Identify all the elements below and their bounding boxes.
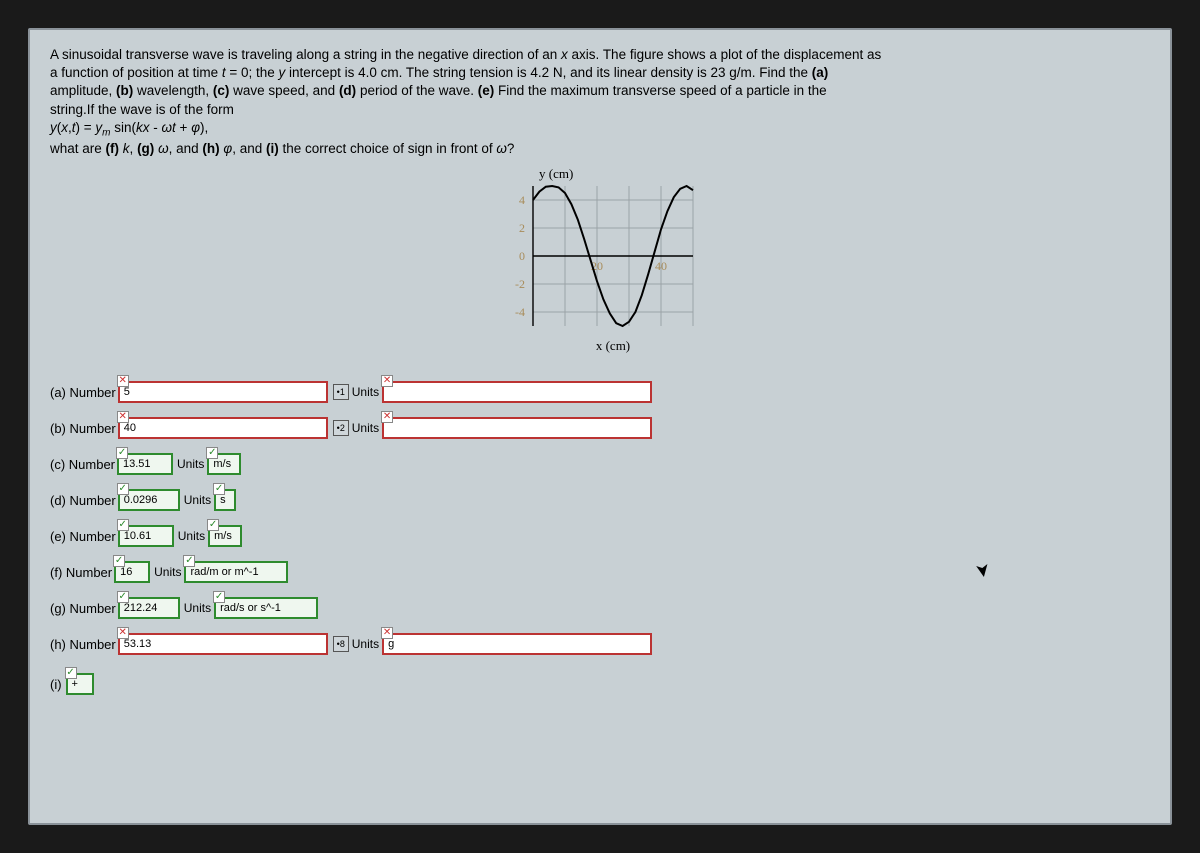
- number-input-c[interactable]: ✓ 13.51: [117, 453, 173, 475]
- wrong-icon: ✕: [381, 411, 393, 423]
- svg-text:2: 2: [519, 221, 525, 235]
- answer-row-b: (b) Number ✕ 40 •2 Units ✕: [50, 412, 1150, 444]
- problem-statement: A sinusoidal transverse wave is travelin…: [50, 46, 1150, 158]
- units-label: Units: [184, 601, 211, 615]
- units-label: Units: [352, 637, 379, 651]
- units-label: Units: [177, 457, 204, 471]
- correct-icon: ✓: [65, 667, 77, 679]
- units-select-b[interactable]: ✕: [382, 417, 652, 439]
- answers-block: (a) Number ✕ 5 •1 Units ✕ (b) Number ✕ 4…: [50, 376, 1150, 700]
- correct-icon: ✓: [213, 483, 225, 495]
- attempt-badge: •8: [333, 636, 349, 652]
- answer-row-h: (h) Number ✕ 53.13 •8 Units ✕ g: [50, 628, 1150, 660]
- number-input-e[interactable]: ✓ 10.61: [118, 525, 174, 547]
- units-select-f[interactable]: ✓ rad/m or m^-1: [184, 561, 288, 583]
- wrong-icon: ✕: [381, 375, 393, 387]
- svg-text:40: 40: [655, 259, 667, 273]
- correct-icon: ✓: [113, 555, 125, 567]
- answer-label: (c) Number: [50, 457, 115, 472]
- units-select-a[interactable]: ✕: [382, 381, 652, 403]
- correct-icon: ✓: [117, 483, 129, 495]
- units-select-c[interactable]: ✓ m/s: [207, 453, 241, 475]
- svg-text:-4: -4: [515, 305, 525, 319]
- answer-label: (f) Number: [50, 565, 112, 580]
- units-select-g[interactable]: ✓ rad/s or s^-1: [214, 597, 318, 619]
- number-input-g[interactable]: ✓ 212.24: [118, 597, 180, 619]
- svg-text:4: 4: [519, 193, 525, 207]
- answer-row-f: (f) Number ✓ 16 Units ✓ rad/m or m^-1: [50, 556, 1150, 588]
- wrong-icon: ✕: [117, 627, 129, 639]
- answer-row-c: (c) Number ✓ 13.51 Units ✓ m/s: [50, 448, 1150, 480]
- svg-text:0: 0: [519, 249, 525, 263]
- problem-line: what are (f) k, (g) ω, and (h) φ, and (i…: [50, 140, 1150, 158]
- sign-select-i[interactable]: ✓ +: [66, 673, 94, 695]
- attempt-badge: •1: [333, 384, 349, 400]
- problem-line: y(x,t) = ym sin(kx - ωt + φ),: [50, 119, 1150, 140]
- correct-icon: ✓: [117, 519, 129, 531]
- answer-row-e: (e) Number ✓ 10.61 Units ✓ m/s: [50, 520, 1150, 552]
- problem-line: string.If the wave is of the form: [50, 101, 1150, 119]
- number-input-b[interactable]: ✕ 40: [118, 417, 328, 439]
- wrong-icon: ✕: [117, 411, 129, 423]
- svg-text:x (cm): x (cm): [596, 338, 630, 353]
- units-select-h[interactable]: ✕ g: [382, 633, 652, 655]
- answer-row-g: (g) Number ✓ 212.24 Units ✓ rad/s or s^-…: [50, 592, 1150, 624]
- answer-label: (i): [50, 677, 62, 692]
- units-label: Units: [178, 529, 205, 543]
- correct-icon: ✓: [213, 591, 225, 603]
- correct-icon: ✓: [206, 447, 218, 459]
- units-label: Units: [184, 493, 211, 507]
- problem-line: a function of position at time t = 0; th…: [50, 64, 1150, 82]
- units-select-e[interactable]: ✓ m/s: [208, 525, 242, 547]
- correct-icon: ✓: [207, 519, 219, 531]
- units-select-d[interactable]: ✓ s: [214, 489, 236, 511]
- answer-label: (a) Number: [50, 385, 116, 400]
- answer-label: (d) Number: [50, 493, 116, 508]
- number-input-d[interactable]: ✓ 0.0296: [118, 489, 180, 511]
- answer-label: (e) Number: [50, 529, 116, 544]
- units-label: Units: [154, 565, 181, 579]
- units-label: Units: [352, 385, 379, 399]
- answer-label: (h) Number: [50, 637, 116, 652]
- answer-row-a: (a) Number ✕ 5 •1 Units ✕: [50, 376, 1150, 408]
- question-panel: A sinusoidal transverse wave is travelin…: [28, 28, 1172, 825]
- wrong-icon: ✕: [381, 627, 393, 639]
- figure-container: 420-2-42040y (cm)x (cm): [50, 164, 1150, 354]
- answer-row-i: (i) ✓ +: [50, 668, 1150, 700]
- answer-row-d: (d) Number ✓ 0.0296 Units ✓ s: [50, 484, 1150, 516]
- correct-icon: ✓: [117, 591, 129, 603]
- number-input-f[interactable]: ✓ 16: [114, 561, 150, 583]
- answer-label: (b) Number: [50, 421, 116, 436]
- correct-icon: ✓: [116, 447, 128, 459]
- wave-plot: 420-2-42040y (cm)x (cm): [495, 164, 705, 354]
- units-label: Units: [352, 421, 379, 435]
- attempt-badge: •2: [333, 420, 349, 436]
- svg-text:-2: -2: [515, 277, 525, 291]
- answer-label: (g) Number: [50, 601, 116, 616]
- number-input-h[interactable]: ✕ 53.13: [118, 633, 328, 655]
- problem-line: A sinusoidal transverse wave is travelin…: [50, 46, 1150, 64]
- number-input-a[interactable]: ✕ 5: [118, 381, 328, 403]
- wrong-icon: ✕: [117, 375, 129, 387]
- problem-line: amplitude, (b) wavelength, (c) wave spee…: [50, 82, 1150, 100]
- correct-icon: ✓: [183, 555, 195, 567]
- svg-text:y (cm): y (cm): [539, 166, 573, 181]
